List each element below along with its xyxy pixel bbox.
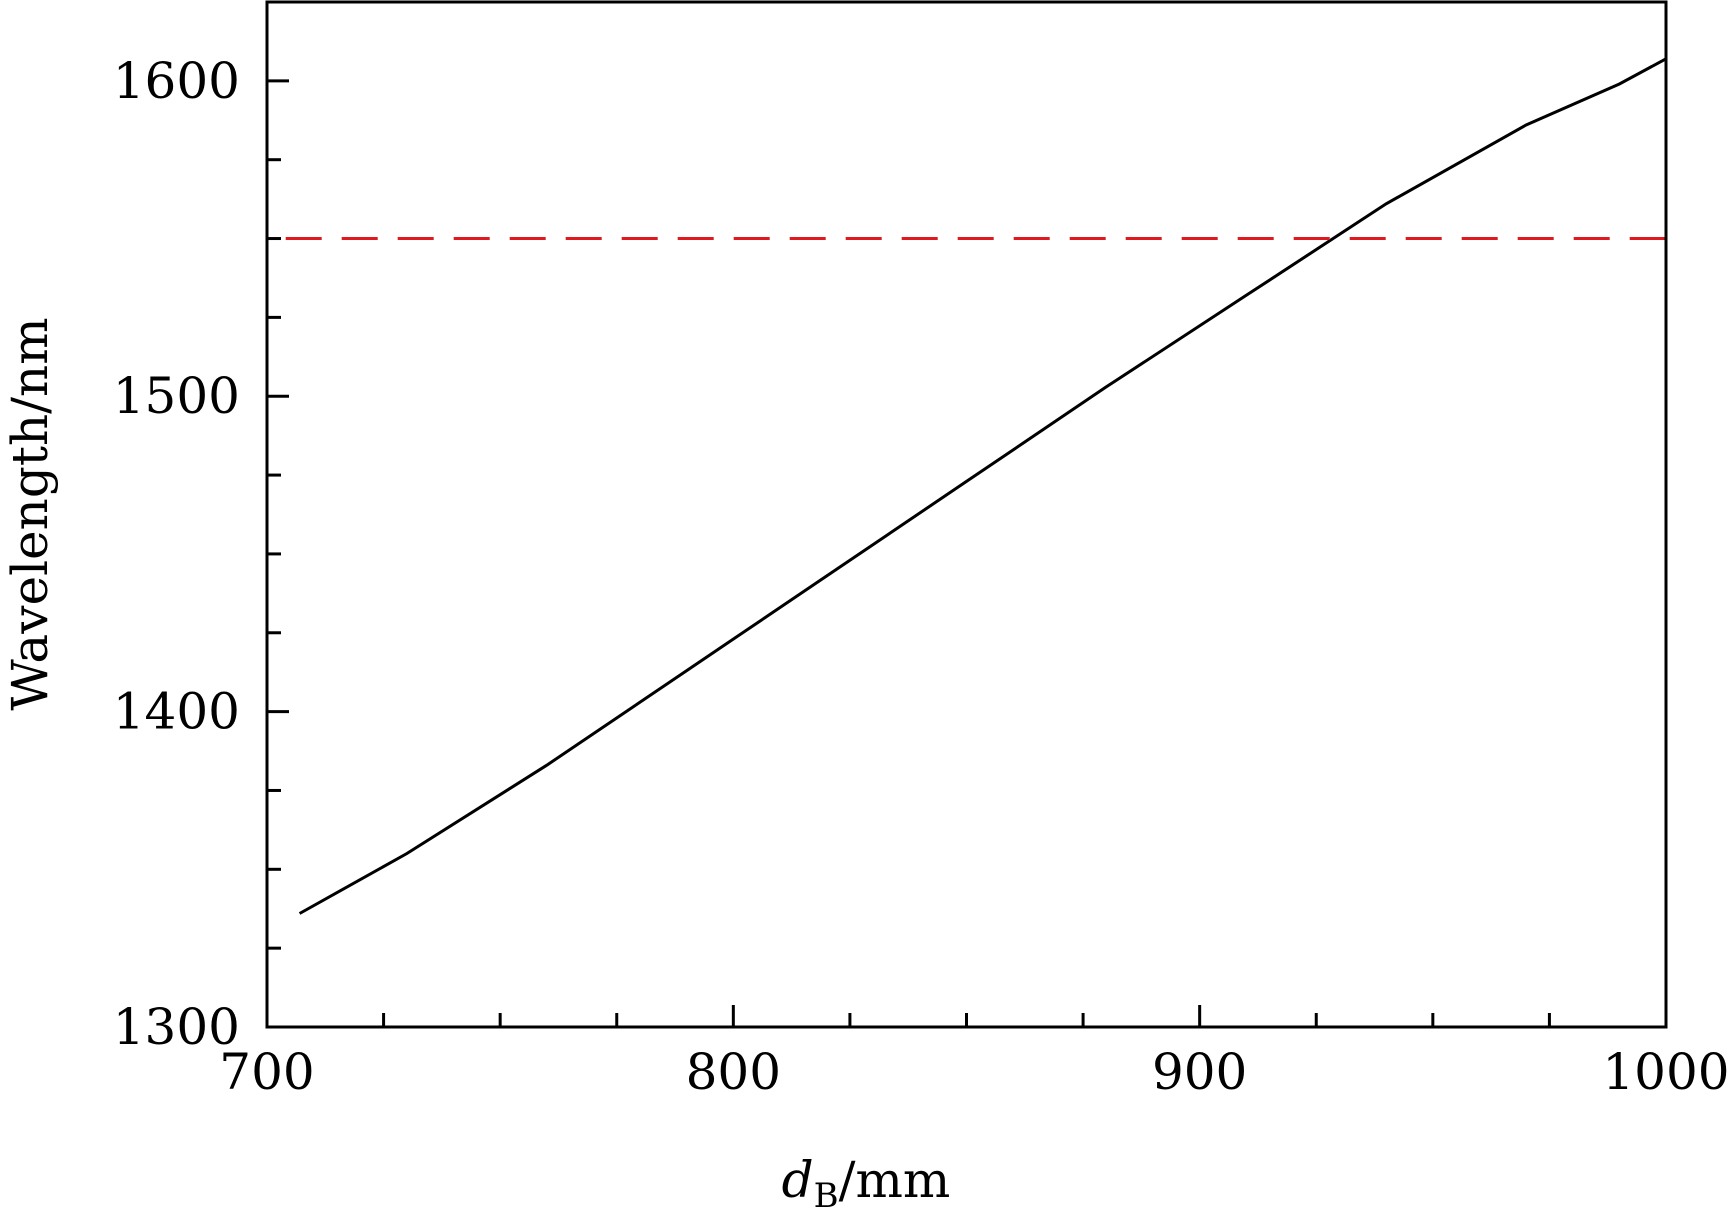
tick-label-layer: 700 800 900 1000 1300 1400 1500 1600 [113,52,1730,1101]
x-axis-label-variable: d [782,1151,814,1209]
plot-frame [265,0,1668,1029]
x-tick-label: 800 [686,1043,781,1101]
y-tick-label: 1500 [113,367,240,425]
tick-layer [265,0,1668,1029]
x-tick-label: 1000 [1602,1043,1729,1101]
x-axis-label-unit: /mm [839,1151,951,1209]
x-tick-label: 900 [1152,1043,1247,1101]
y-axis-label: Wavelength/nm [1,317,59,710]
series-line [298,57,1667,915]
x-tick-label: 700 [219,1043,314,1101]
x-axis-label-subscript: B [814,1176,839,1216]
y-tick-label: 1300 [113,998,240,1056]
y-tick-label: 1400 [113,683,240,741]
y-tick-label: 1600 [113,52,240,110]
x-axis-label: dB/mm [782,1151,951,1216]
series-layer [285,57,1667,915]
